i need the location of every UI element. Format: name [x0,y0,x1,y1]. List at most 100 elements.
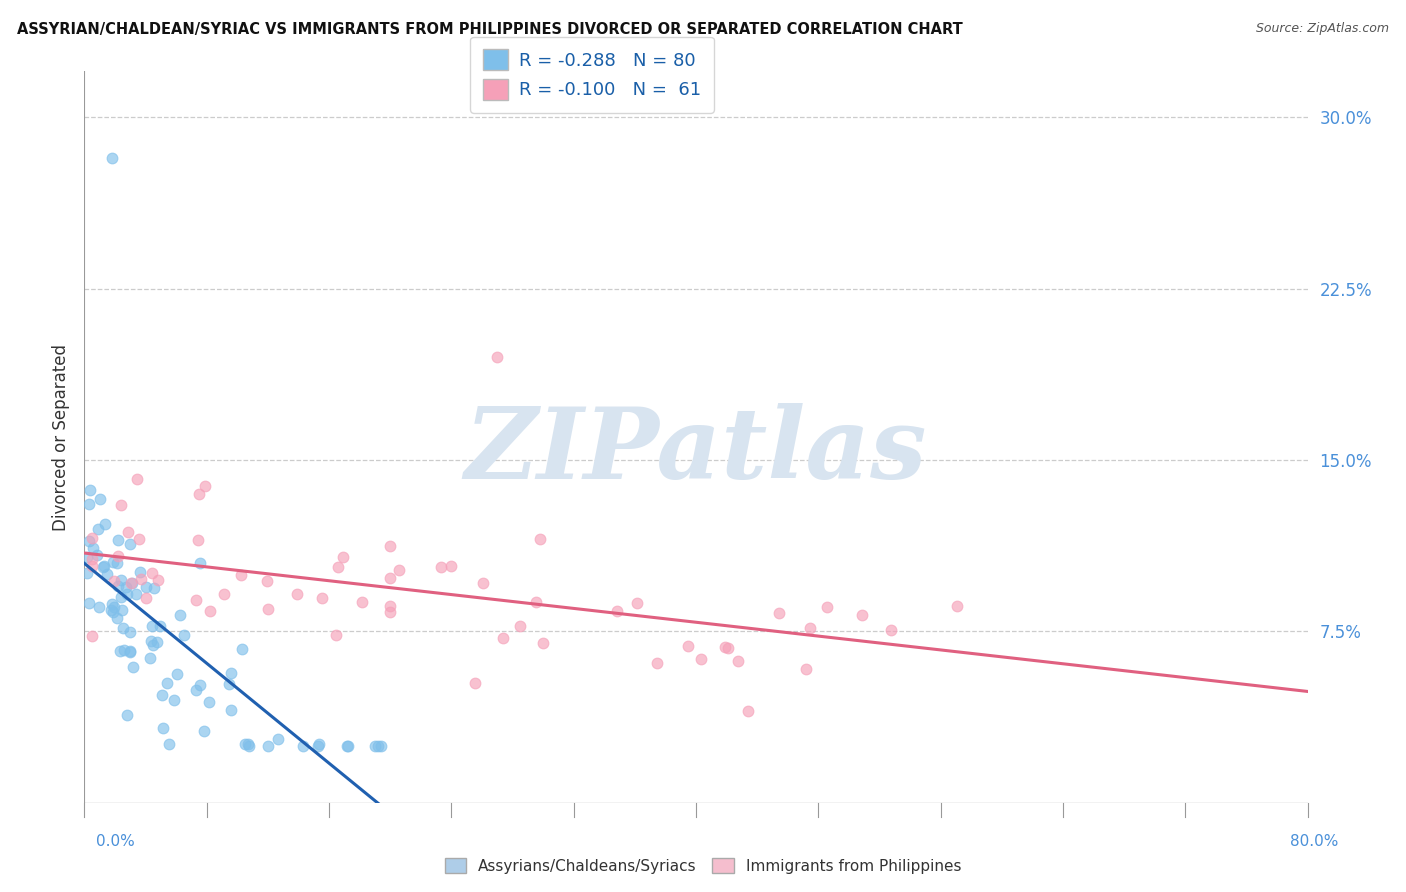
Point [198,604,221,618]
Point [131,572,153,586]
Point [110,590,132,604]
Point [101,597,124,611]
Point [257,602,280,616]
Point [380,571,402,585]
Text: 80.0%: 80.0% [1291,834,1339,849]
Point [101,605,124,619]
Point [291,739,314,753]
Point [308,737,330,751]
Point [307,739,329,753]
Point [112,643,135,657]
Point [141,566,163,580]
Point [350,595,373,609]
Point [115,586,138,600]
Point [768,606,790,620]
Point [89,492,111,507]
Point [169,607,191,622]
Point [188,678,211,692]
Point [87,522,110,536]
Point [606,604,628,618]
Point [676,639,699,653]
Point [335,739,357,753]
Point [378,605,401,619]
Point [100,603,122,617]
Point [198,695,221,709]
Point [439,558,461,573]
Point [212,587,235,601]
Point [509,619,531,633]
Text: ZIPatlas: ZIPatlas [465,403,927,500]
Point [128,532,150,546]
Point [115,708,138,723]
Point [267,731,290,746]
Point [945,599,967,613]
Point [79,483,101,497]
Point [163,693,186,707]
Point [492,631,515,645]
Point [524,595,547,609]
Point [105,557,128,571]
Point [107,533,129,547]
Point [626,596,648,610]
Point [111,621,134,635]
Point [737,705,759,719]
Point [229,567,252,582]
Point [472,576,495,591]
Point [173,627,195,641]
Point [256,574,278,589]
Point [156,676,179,690]
Point [93,559,115,574]
Point [647,656,669,670]
Point [218,677,240,691]
Point [486,350,509,364]
Point [152,722,174,736]
Point [76,566,98,581]
Point [103,574,125,588]
Point [125,472,148,486]
Point [129,565,152,579]
Point [93,559,115,574]
Point [531,635,554,649]
Point [80,629,103,643]
Point [110,573,132,587]
Point [851,608,873,623]
Legend: R = -0.288   N = 80, R = -0.100   N =  61: R = -0.288 N = 80, R = -0.100 N = 61 [470,37,714,112]
Point [139,651,162,665]
Point [370,739,392,753]
Point [105,611,128,625]
Point [325,628,347,642]
Point [118,643,141,657]
Point [727,654,749,668]
Point [82,541,104,555]
Point [118,645,141,659]
Point [77,497,100,511]
Point [117,524,139,539]
Point [108,644,131,658]
Point [146,635,169,649]
Point [157,737,180,751]
Point [337,739,360,753]
Point [799,621,821,635]
Point [118,537,141,551]
Point [142,639,165,653]
Point [94,516,117,531]
Point [193,724,215,739]
Point [135,580,157,594]
Point [77,533,100,548]
Point [464,675,486,690]
Point [529,532,551,546]
Point [187,533,209,547]
Point [879,623,901,637]
Point [107,579,129,593]
Text: 0.0%: 0.0% [96,834,135,849]
Point [121,576,143,591]
Point [188,486,211,500]
Point [135,591,157,606]
Point [714,640,737,654]
Point [193,479,215,493]
Point [139,633,162,648]
Point [107,549,129,563]
Text: ASSYRIAN/CHALDEAN/SYRIAC VS IMMIGRANTS FROM PHILIPPINES DIVORCED OR SEPARATED CO: ASSYRIAN/CHALDEAN/SYRIAC VS IMMIGRANTS F… [17,22,963,37]
Point [96,566,118,581]
Point [690,652,713,666]
